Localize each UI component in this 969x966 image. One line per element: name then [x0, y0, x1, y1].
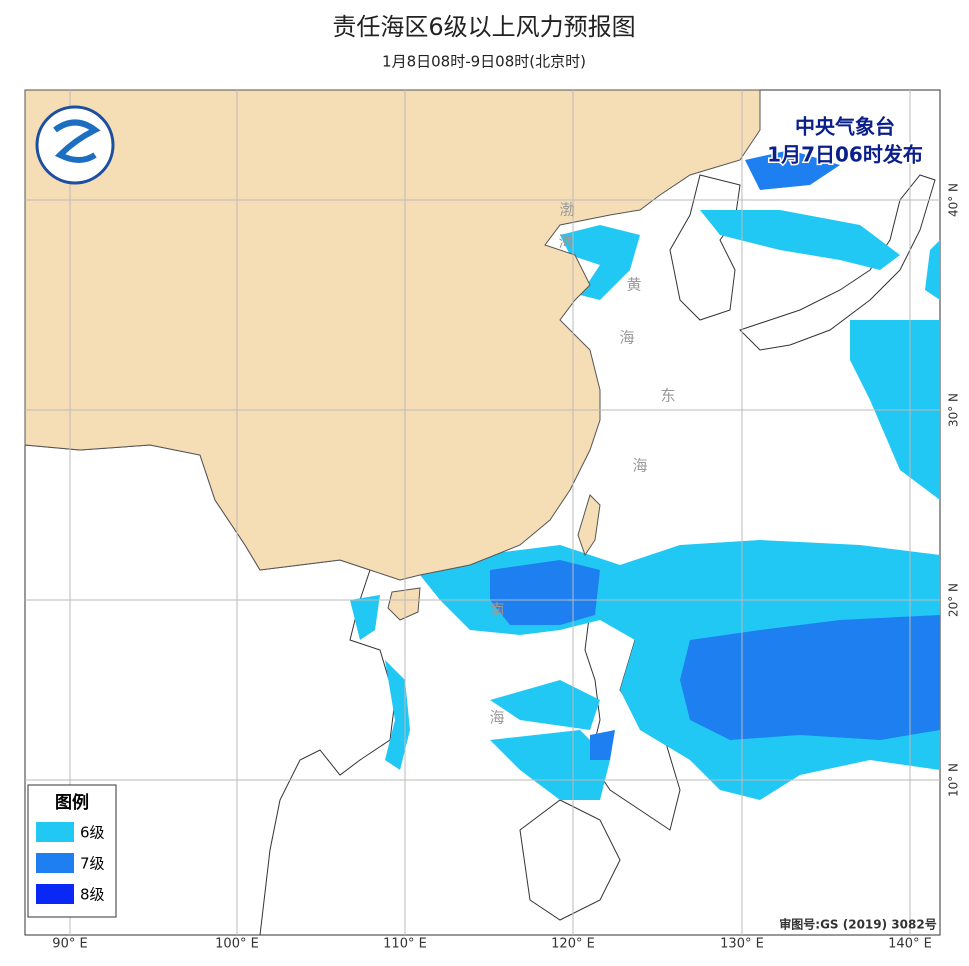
title: 责任海区6级以上风力预报图 [332, 13, 635, 41]
lon-label: 100° E [215, 937, 259, 952]
logo-mark [53, 119, 101, 163]
lat-label: 20° N [947, 583, 961, 617]
graticule [25, 90, 940, 935]
legend-swatch [36, 822, 74, 842]
sea-label: 渤 [559, 201, 574, 219]
china-land [24, 89, 761, 581]
legend-label: 8级 [80, 886, 105, 904]
legend-label: 7级 [80, 855, 105, 873]
issue-time: 1月7日06时发布 [767, 143, 923, 167]
lon-label: 110° E [383, 937, 427, 952]
sea-label: 南 [489, 601, 504, 619]
legend-title: 图例 [55, 792, 89, 813]
agency: 中央气象台 [795, 115, 895, 139]
legend-swatch [36, 884, 74, 904]
approval-number: 审图号:GS (2019) 3082号 [779, 917, 936, 932]
lon-label: 130° E [720, 937, 764, 952]
lon-label: 120° E [551, 937, 595, 952]
sea-label: 海 [489, 709, 504, 727]
sea-label: 海 [632, 457, 647, 475]
map-frame [24, 89, 941, 936]
lat-label: 10° N [947, 763, 961, 797]
taiwan [577, 494, 601, 557]
subtitle: 1月8日08时-9日08时(北京时) [382, 53, 586, 71]
sea-label: 海 [558, 233, 573, 251]
legend-label: 6级 [80, 824, 105, 842]
land [739, 174, 936, 351]
legend-swatch [36, 853, 74, 873]
sea-label: 海 [619, 329, 634, 347]
legend: 图例 6级 7级 8级 [27, 784, 117, 918]
lon-label: 140° E [888, 937, 932, 952]
land [519, 799, 621, 921]
lat-label: 40° N [947, 183, 961, 217]
sea-label: 黄 [626, 276, 641, 294]
sea-label: 东 [660, 387, 675, 405]
hainan [387, 587, 421, 621]
lon-label: 90° E [52, 937, 87, 952]
lat-label: 30° N [947, 393, 961, 427]
